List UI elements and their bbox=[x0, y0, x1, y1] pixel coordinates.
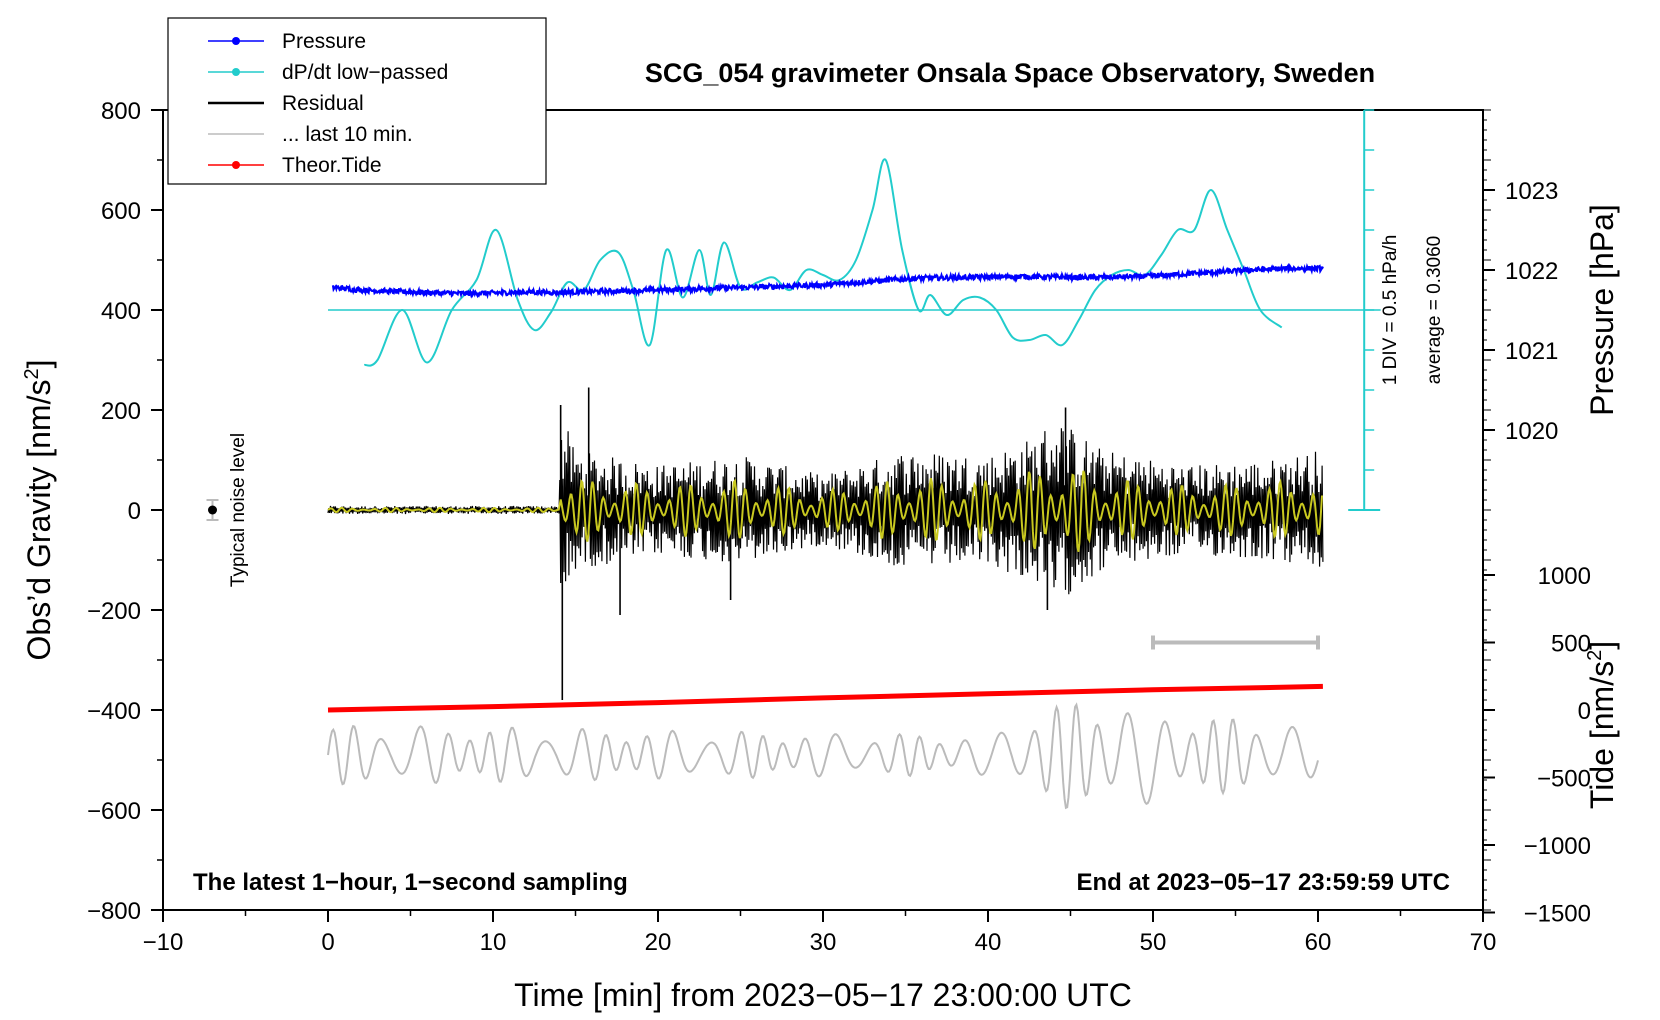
residual-filtered-line bbox=[327, 470, 1323, 552]
y-tick-label: −800 bbox=[87, 898, 141, 925]
tide-tick-label: −1000 bbox=[1524, 833, 1591, 860]
tide-tick-label: −500 bbox=[1537, 766, 1591, 793]
pressure-line bbox=[331, 262, 1324, 300]
legend-label-dpdt: dP/dt low−passed bbox=[282, 61, 448, 84]
axes: −10 0 10 20 30 40 50 60 70−800−600−400−200020040… bbox=[87, 98, 1591, 956]
x-tick-label: 0 bbox=[321, 929, 334, 956]
y-tick-label: 0 bbox=[128, 498, 141, 525]
annotations bbox=[206, 109, 1381, 650]
pressure-tick-label: 1022 bbox=[1505, 258, 1558, 285]
legend-label-last10: ... last 10 min. bbox=[282, 123, 413, 146]
last-10-min-line bbox=[327, 702, 1319, 810]
y-tick-label: 600 bbox=[101, 198, 141, 225]
pressure-tick-label: 1023 bbox=[1505, 178, 1558, 205]
x-tick-label: 50 bbox=[1140, 929, 1167, 956]
tide-tick-label: 0 bbox=[1578, 698, 1591, 725]
y-axis-label-tide: Tide [nm/s2] bbox=[1584, 641, 1620, 809]
legend-label-pressure: Pressure bbox=[282, 30, 366, 53]
legend-label-tide: Theor.Tide bbox=[282, 154, 382, 177]
pressure-tick-label: 1020 bbox=[1505, 418, 1558, 445]
legend-label-residual: Residual bbox=[282, 92, 364, 115]
noise-point bbox=[208, 505, 217, 515]
y-tick-label: 800 bbox=[101, 98, 141, 125]
legend-items bbox=[208, 37, 264, 169]
dpdt-scale-label: 1 DIV = 0.5 hPa/h bbox=[1380, 235, 1401, 386]
bottom-left-note: The latest 1−hour, 1−second sampling bbox=[193, 869, 628, 896]
x-tick-label: −10 bbox=[143, 929, 184, 956]
y-tick-label: −400 bbox=[87, 698, 141, 725]
dpdt-average-label: average = 0.3060 bbox=[1424, 236, 1445, 384]
y-tick-label: 400 bbox=[101, 298, 141, 325]
y-tick-label: −200 bbox=[87, 598, 141, 625]
dpdt-line bbox=[363, 158, 1283, 367]
legend-swatch-marker bbox=[232, 68, 240, 76]
x-axis-label: Time [min] from 2023−05−17 23:00:00 UTC bbox=[514, 977, 1132, 1013]
x-tick-label: 10 bbox=[480, 929, 507, 956]
y-tick-label: −600 bbox=[87, 798, 141, 825]
series-layer bbox=[327, 158, 1381, 810]
tide-tick-label: −1500 bbox=[1524, 901, 1591, 928]
legend-swatch-marker bbox=[232, 37, 240, 45]
legend: Pressure dP/dt low−passed Residual ... l… bbox=[167, 17, 547, 185]
y-tick-label: 200 bbox=[101, 398, 141, 425]
x-tick-label: 30 bbox=[810, 929, 837, 956]
x-tick-label: 20 bbox=[645, 929, 672, 956]
noise-label: Typical noise level bbox=[228, 433, 249, 587]
chart-title: SCG_054 gravimeter Onsala Space Observat… bbox=[645, 58, 1375, 88]
x-tick-label: 70 bbox=[1470, 929, 1497, 956]
tide-tick-label: 500 bbox=[1551, 631, 1591, 658]
pressure-tick-label: 1021 bbox=[1505, 338, 1558, 365]
legend-box bbox=[167, 17, 547, 185]
y-axis-label-gravity: Obs’d Gravity [nm/s2] bbox=[21, 360, 57, 661]
legend-swatch-marker bbox=[232, 161, 240, 169]
y-axis-label-pressure: Pressure [hPa] bbox=[1584, 204, 1620, 416]
tide-line bbox=[327, 683, 1323, 713]
tide-tick-label: 1000 bbox=[1538, 563, 1591, 590]
bottom-right-note: End at 2023−05−17 23:59:59 UTC bbox=[1076, 869, 1450, 896]
x-tick-label: 60 bbox=[1305, 929, 1332, 956]
x-tick-label: 40 bbox=[975, 929, 1002, 956]
